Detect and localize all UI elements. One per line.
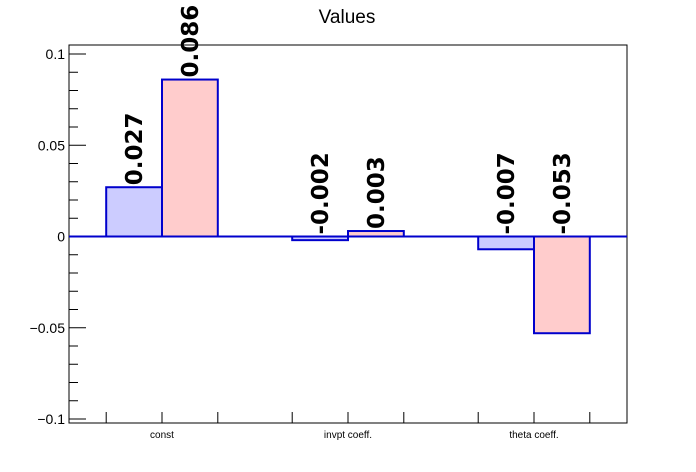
data-label: 0.086 bbox=[178, 5, 204, 78]
data-label: -0.007 bbox=[494, 152, 520, 234]
y-tick-label: 0 bbox=[57, 229, 65, 245]
y-tick-label: −0.05 bbox=[30, 320, 66, 336]
data-label: 0.003 bbox=[364, 156, 390, 229]
bar bbox=[105, 186, 163, 238]
y-tick-label: 0.05 bbox=[38, 137, 65, 153]
x-tick-label: const bbox=[150, 430, 174, 441]
data-label: -0.053 bbox=[550, 152, 576, 234]
plot-area: 0.1 0.05 0 −0.05 −0.1 const invpt coeff. theta … bbox=[30, 5, 628, 441]
x-tick-label: theta coeff. bbox=[509, 430, 558, 441]
bar bbox=[533, 235, 591, 335]
chart-title: Values bbox=[319, 7, 376, 28]
data-label: 0.027 bbox=[122, 112, 148, 185]
x-tick-label: invpt coeff. bbox=[324, 430, 372, 441]
bar bbox=[477, 235, 536, 251]
y-tick-label: −0.1 bbox=[37, 411, 65, 427]
y-tick-label: 0.1 bbox=[46, 46, 66, 62]
data-label: -0.002 bbox=[308, 152, 334, 234]
bar bbox=[161, 78, 219, 238]
